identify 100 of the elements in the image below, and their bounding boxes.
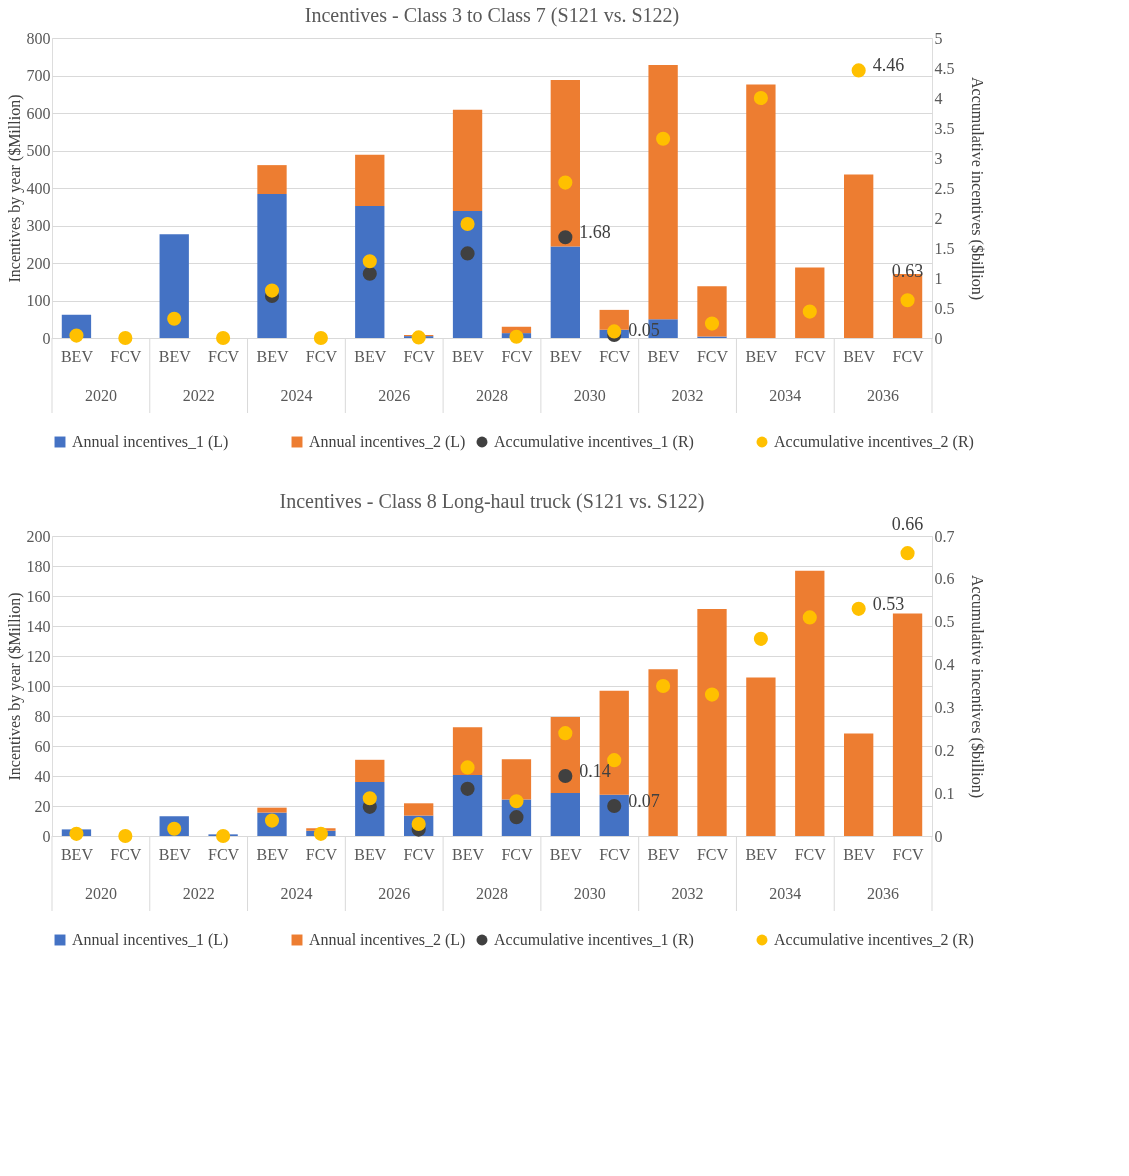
x-tick-label: BEV (158, 347, 192, 365)
x-tick-label: FCV (599, 347, 631, 365)
y-tick-label: 400 (26, 179, 51, 197)
x-tick-label: BEV (256, 347, 289, 365)
text: 2028 (476, 885, 508, 902)
x-tick-label: BEV (256, 845, 289, 863)
legend-label: Accumulative incentives_1 (R) (494, 931, 694, 949)
text: 2034 (769, 387, 802, 404)
x-tick-label: BEV (354, 347, 387, 365)
data-label: 1.68 (579, 222, 611, 243)
y-tick-label: 500 (26, 142, 51, 159)
y2-tick-label: 3 (934, 149, 943, 167)
x-tick-label: BEV (60, 347, 94, 365)
y2-tick-label: 3.5 (934, 119, 955, 137)
x-tick-label: FCV (403, 347, 436, 365)
chart-title: Incentives - Class 8 Long-haul truck (S121 vs. S122) (279, 490, 705, 514)
y-tick-label: 200 (26, 527, 51, 545)
y-tick-label: 100 (26, 292, 51, 309)
y-tick-label: 200 (26, 254, 51, 272)
legend-label: Annual incentives_2 (L) (309, 931, 466, 949)
x-tick-label: FCV (208, 347, 240, 365)
legend-label: Annual incentives_1 (L) (72, 433, 229, 451)
y2-tick-label: 0.7 (934, 527, 955, 545)
y2-axis-title: Accumulative incentives ($billion) (967, 76, 986, 301)
text: 2026 (378, 885, 411, 902)
y2-tick-label: 0.5 (934, 299, 955, 317)
legend-label: Annual incentives_2 (L) (309, 433, 466, 451)
x-tick-label: BEV (452, 845, 485, 863)
y-axis-title: Incentives by year ($Million) (5, 592, 24, 781)
x-tick-label: FCV (696, 347, 729, 365)
text: 2022 (182, 387, 215, 404)
x-tick-label: BEV (843, 845, 876, 863)
text: 2024 (280, 885, 313, 902)
y2-tick-label: 0.5 (934, 613, 955, 631)
x-tick-label: BEV (647, 845, 681, 863)
y2-axis-title: Accumulative incentives ($billion) (967, 574, 986, 799)
data-label: 0.66 (891, 514, 924, 535)
y-tick-label: 800 (26, 29, 51, 47)
text: 2036 (867, 387, 900, 404)
y-tick-label: 700 (26, 67, 51, 84)
y2-tick-label: 0 (934, 329, 943, 347)
text: 2020 (84, 885, 117, 902)
legend-label: Accumulative incentives_2 (R) (774, 931, 974, 949)
x-tick-label: BEV (60, 845, 94, 863)
x-tick-label: FCV (892, 845, 925, 863)
text: 2026 (378, 387, 411, 404)
x-tick-label: BEV (745, 845, 778, 863)
chart-title: Incentives - Class 3 to Class 7 (S121 vs. S122) (304, 4, 680, 27)
y2-tick-label: 1 (934, 269, 943, 287)
text: 2032 (671, 885, 704, 902)
y2-tick-label: 0.2 (934, 741, 955, 759)
x-tick-label: FCV (403, 845, 436, 863)
y-tick-label: 60 (34, 737, 51, 755)
y2-tick-label: 0.3 (934, 698, 955, 716)
x-tick-label: FCV (305, 845, 338, 863)
text: 2030 (573, 387, 606, 404)
y-tick-label: 160 (26, 587, 51, 605)
text: 2032 (671, 387, 704, 404)
y2-tick-label: 4.5 (934, 59, 955, 77)
y2-tick-label: 0 (934, 827, 943, 845)
y-tick-label: 180 (26, 557, 51, 575)
text: 2028 (476, 387, 508, 404)
x-tick-label: FCV (208, 845, 240, 863)
y-tick-label: 140 (26, 617, 51, 635)
y2-tick-label: 2.5 (934, 179, 955, 197)
legend-label: Accumulative incentives_2 (R) (774, 433, 974, 451)
y-tick-label: 20 (34, 797, 51, 815)
y2-tick-label: 2 (934, 209, 943, 227)
x-tick-label: BEV (158, 845, 192, 863)
y-tick-label: 100 (26, 677, 51, 695)
x-tick-label: FCV (110, 845, 142, 863)
x-tick-label: BEV (452, 347, 485, 365)
y2-tick-label: 0.4 (934, 656, 955, 674)
x-tick-label: FCV (794, 347, 827, 365)
y2-tick-label: 0.6 (934, 570, 955, 588)
x-tick-label: BEV (647, 347, 681, 365)
text: 2020 (84, 387, 117, 404)
x-tick-label: BEV (549, 845, 583, 863)
x-tick-label: FCV (501, 347, 533, 365)
y2-tick-label: 4 (934, 89, 943, 107)
data-label: 0.53 (872, 593, 905, 614)
x-tick-label: FCV (696, 845, 729, 863)
y-tick-label: 0 (42, 329, 51, 347)
x-tick-label: FCV (305, 347, 338, 365)
x-tick-label: BEV (843, 347, 876, 365)
data-label: 4.46 (872, 55, 905, 76)
x-tick-label: BEV (549, 347, 583, 365)
legend-label: Annual incentives_1 (L) (72, 931, 229, 949)
x-tick-label: BEV (745, 347, 778, 365)
y-tick-label: 300 (26, 217, 51, 234)
text: 2022 (182, 885, 215, 902)
y2-tick-label: 5 (934, 29, 943, 47)
y2-tick-label: 1.5 (934, 239, 955, 257)
text: 2036 (867, 885, 900, 902)
y-tick-label: 120 (26, 647, 51, 665)
text: 2030 (573, 885, 606, 902)
x-tick-label: FCV (892, 347, 925, 365)
text: 2034 (769, 885, 802, 902)
y-tick-label: 80 (34, 707, 51, 725)
y2-tick-label: 0.1 (934, 784, 955, 802)
